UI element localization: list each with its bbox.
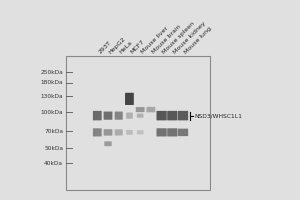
FancyBboxPatch shape <box>115 129 123 135</box>
FancyBboxPatch shape <box>178 129 188 136</box>
FancyBboxPatch shape <box>103 129 112 136</box>
FancyBboxPatch shape <box>157 128 167 136</box>
FancyBboxPatch shape <box>167 111 177 120</box>
Text: 130kDa: 130kDa <box>40 94 63 99</box>
FancyBboxPatch shape <box>93 111 102 120</box>
FancyBboxPatch shape <box>137 114 143 118</box>
Text: 180kDa: 180kDa <box>40 80 63 85</box>
Text: HeLa: HeLa <box>119 40 134 55</box>
FancyBboxPatch shape <box>103 112 112 120</box>
FancyBboxPatch shape <box>125 93 134 105</box>
FancyBboxPatch shape <box>137 130 143 134</box>
Text: 100kDa: 100kDa <box>40 110 63 115</box>
Text: 293T: 293T <box>97 40 112 55</box>
Text: 40kDa: 40kDa <box>44 161 63 166</box>
Text: MCF7: MCF7 <box>129 39 145 55</box>
FancyBboxPatch shape <box>115 112 123 120</box>
FancyBboxPatch shape <box>146 107 155 112</box>
Text: 50kDa: 50kDa <box>44 146 63 151</box>
Text: Mouse brain: Mouse brain <box>151 24 182 55</box>
Text: Mouse liver: Mouse liver <box>140 26 169 55</box>
Text: HepG2: HepG2 <box>108 36 127 55</box>
Text: 250kDa: 250kDa <box>40 70 63 75</box>
Text: Mouse kidney: Mouse kidney <box>172 20 207 55</box>
FancyBboxPatch shape <box>126 130 133 135</box>
FancyBboxPatch shape <box>157 111 167 120</box>
FancyBboxPatch shape <box>167 128 177 136</box>
FancyBboxPatch shape <box>93 128 102 136</box>
FancyBboxPatch shape <box>136 107 145 112</box>
Text: NSD3/WHSC1L1: NSD3/WHSC1L1 <box>194 113 242 118</box>
FancyBboxPatch shape <box>178 111 188 120</box>
Text: Mouse spleen: Mouse spleen <box>162 21 196 55</box>
FancyBboxPatch shape <box>126 113 133 119</box>
Text: 70kDa: 70kDa <box>44 129 63 134</box>
Text: Mouse lung: Mouse lung <box>183 26 212 55</box>
FancyBboxPatch shape <box>104 141 112 146</box>
